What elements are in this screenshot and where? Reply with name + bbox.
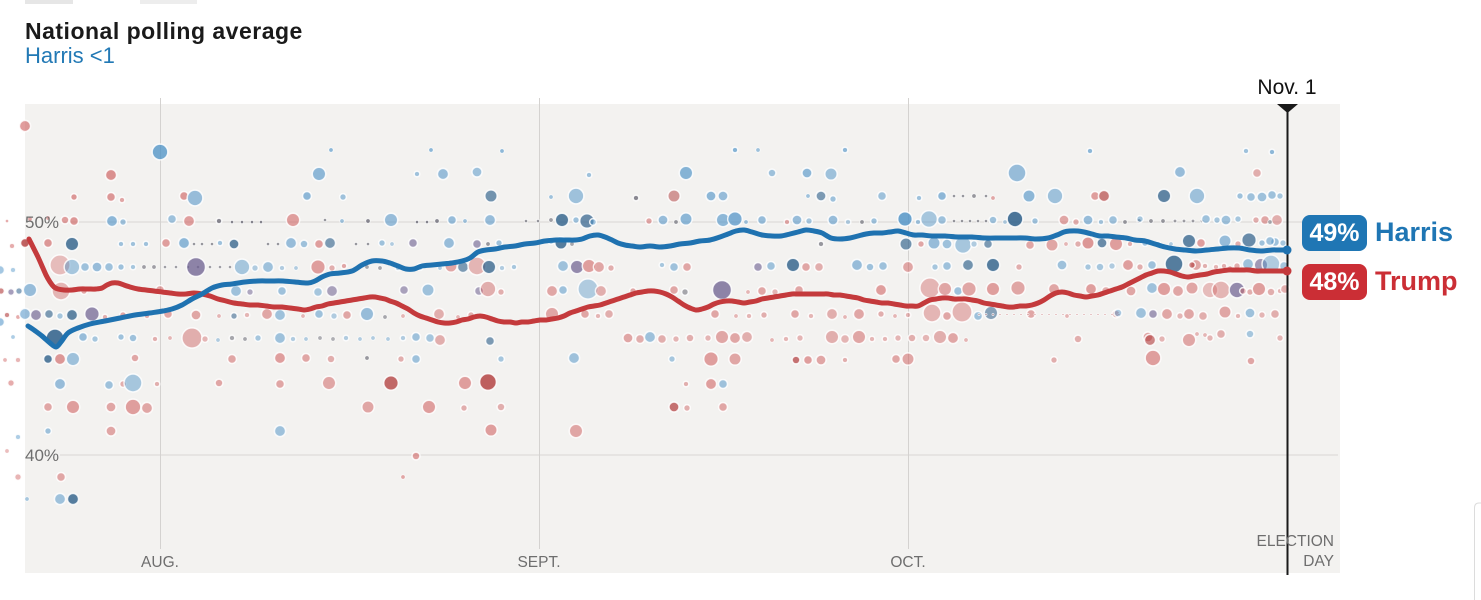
svg-text:OCT.: OCT. [890,554,925,571]
svg-text:50%: 50% [25,213,59,232]
svg-text:SEPT.: SEPT. [517,554,560,571]
svg-text:ELECTION: ELECTION [1256,533,1334,550]
svg-text:40%: 40% [25,446,59,465]
svg-text:AUG.: AUG. [141,554,179,571]
svg-text:DAY: DAY [1303,553,1334,570]
svg-text:Nov. 1: Nov. 1 [1257,76,1316,99]
